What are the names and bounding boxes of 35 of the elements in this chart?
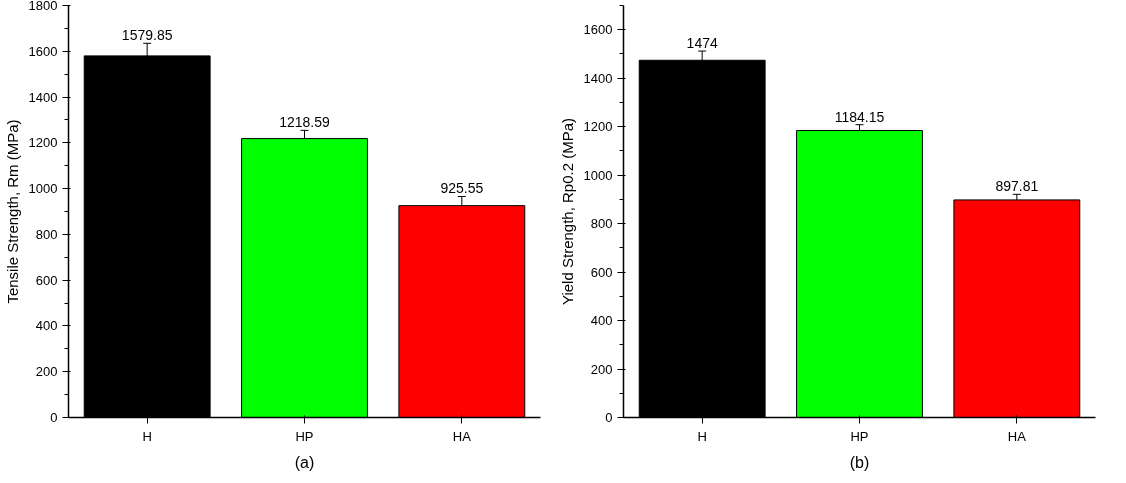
y-axis-title: Tensile Strength, Rm (MPa) [3, 119, 21, 304]
y-tick-label: 1200 [28, 135, 58, 151]
y-tick-label: 600 [590, 264, 613, 280]
y-tick-label: 1600 [583, 22, 613, 38]
y-tick-label: 1400 [583, 70, 613, 86]
data-label: 1474 [686, 35, 718, 52]
y-tick-label: 1600 [28, 43, 58, 59]
y-tick-label: 200 [35, 364, 58, 380]
data-label: 1184.15 [834, 108, 885, 125]
y-tick-label: 1200 [583, 119, 613, 135]
data-label: 1218.59 [279, 114, 331, 131]
y-tick-label: 400 [590, 313, 613, 329]
data-label: 1579.85 [121, 27, 173, 44]
y-tick-label: 1800 [28, 0, 58, 13]
data-label: 897.81 [995, 178, 1039, 195]
y-tick-label: 0 [605, 410, 613, 425]
y-tick-label: 200 [590, 361, 613, 377]
x-tick-label: HP [850, 428, 869, 444]
data-label: 925.55 [440, 180, 484, 197]
x-tick-label: H [697, 428, 707, 444]
y-tick-label: 0 [50, 410, 58, 425]
text: (a) [294, 453, 315, 471]
y-tick-label: 800 [590, 216, 613, 232]
x-tick-label: HA [1007, 428, 1027, 444]
y-tick-label: 1000 [583, 167, 613, 183]
y-tick-label: 600 [35, 272, 58, 288]
x-tick-label: H [142, 428, 152, 444]
y-tick-label: 1000 [28, 181, 58, 197]
y-axis-title: Yield Strength, Rp0.2 (MPa) [558, 117, 576, 306]
x-tick-label: HP [295, 428, 314, 444]
y-tick-label: 400 [35, 318, 58, 334]
text: (b) [849, 453, 870, 471]
x-tick-label: HA [452, 428, 472, 444]
y-tick-label: 1400 [28, 89, 58, 105]
y-tick-label: 800 [35, 226, 58, 242]
